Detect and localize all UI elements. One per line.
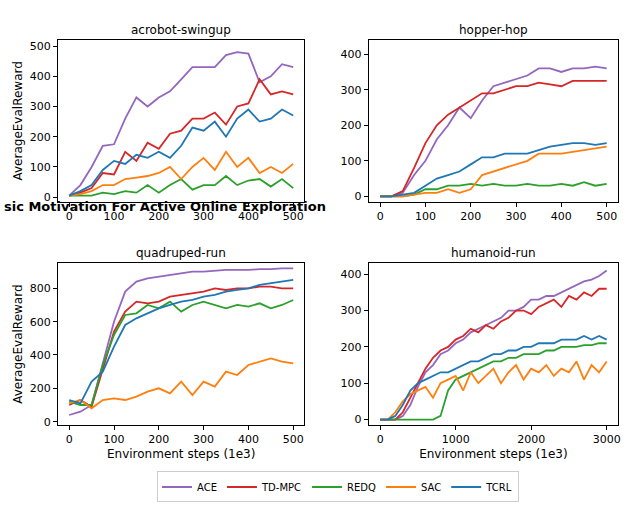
svg-text:100: 100 bbox=[415, 210, 436, 223]
svg-text:0: 0 bbox=[355, 190, 362, 203]
svg-text:humanoid-run: humanoid-run bbox=[451, 246, 536, 260]
svg-text:hopper-hop: hopper-hop bbox=[459, 23, 528, 37]
svg-text:quadruped-run: quadruped-run bbox=[136, 246, 226, 260]
svg-text:AverageEvalReward: AverageEvalReward bbox=[11, 61, 25, 180]
svg-text:400: 400 bbox=[30, 70, 51, 83]
svg-text:sic Motivation For Active Onli: sic Motivation For Active Online Explora… bbox=[4, 199, 326, 214]
svg-text:300: 300 bbox=[341, 304, 362, 317]
svg-text:200: 200 bbox=[30, 131, 51, 144]
svg-text:100: 100 bbox=[104, 210, 125, 223]
svg-text:0: 0 bbox=[377, 433, 384, 446]
svg-text:100: 100 bbox=[30, 161, 51, 174]
svg-text:200: 200 bbox=[148, 210, 169, 223]
svg-text:REDQ: REDQ bbox=[347, 482, 376, 493]
svg-text:3000: 3000 bbox=[593, 433, 621, 446]
svg-text:TCRL: TCRL bbox=[485, 482, 511, 493]
svg-text:300: 300 bbox=[341, 84, 362, 97]
svg-text:2000: 2000 bbox=[517, 433, 545, 446]
svg-text:500: 500 bbox=[283, 433, 304, 446]
svg-text:400: 400 bbox=[30, 349, 51, 362]
svg-text:1000: 1000 bbox=[442, 433, 470, 446]
svg-text:0: 0 bbox=[355, 413, 362, 426]
svg-text:AverageEvalReward: AverageEvalReward bbox=[11, 284, 25, 403]
svg-text:400: 400 bbox=[341, 268, 362, 281]
svg-text:500: 500 bbox=[283, 210, 304, 223]
svg-text:0: 0 bbox=[66, 210, 73, 223]
svg-text:300: 300 bbox=[30, 100, 51, 113]
svg-text:400: 400 bbox=[238, 210, 259, 223]
svg-text:200: 200 bbox=[341, 119, 362, 132]
svg-text:TD-MPC: TD-MPC bbox=[261, 482, 301, 493]
svg-text:100: 100 bbox=[341, 155, 362, 168]
svg-text:200: 200 bbox=[460, 210, 481, 223]
svg-text:300: 300 bbox=[506, 210, 527, 223]
svg-text:500: 500 bbox=[596, 210, 617, 223]
svg-text:ACE: ACE bbox=[197, 482, 217, 493]
svg-text:Environment steps (1e3): Environment steps (1e3) bbox=[107, 447, 255, 461]
svg-text:100: 100 bbox=[104, 433, 125, 446]
svg-text:0: 0 bbox=[66, 433, 73, 446]
svg-text:200: 200 bbox=[341, 341, 362, 354]
svg-text:400: 400 bbox=[551, 210, 572, 223]
svg-text:0: 0 bbox=[44, 191, 51, 204]
svg-text:100: 100 bbox=[341, 377, 362, 390]
svg-text:400: 400 bbox=[238, 433, 259, 446]
svg-text:Environment steps (1e3): Environment steps (1e3) bbox=[419, 447, 567, 461]
svg-text:200: 200 bbox=[148, 433, 169, 446]
svg-text:SAC: SAC bbox=[421, 482, 441, 493]
svg-text:400: 400 bbox=[341, 48, 362, 61]
svg-text:acrobot-swingup: acrobot-swingup bbox=[131, 23, 231, 37]
svg-text:300: 300 bbox=[193, 433, 214, 446]
svg-text:600: 600 bbox=[30, 316, 51, 329]
svg-text:0: 0 bbox=[377, 210, 384, 223]
svg-text:300: 300 bbox=[193, 210, 214, 223]
svg-text:200: 200 bbox=[30, 382, 51, 395]
svg-text:0: 0 bbox=[44, 416, 51, 429]
svg-text:800: 800 bbox=[30, 282, 51, 295]
svg-text:500: 500 bbox=[30, 40, 51, 53]
